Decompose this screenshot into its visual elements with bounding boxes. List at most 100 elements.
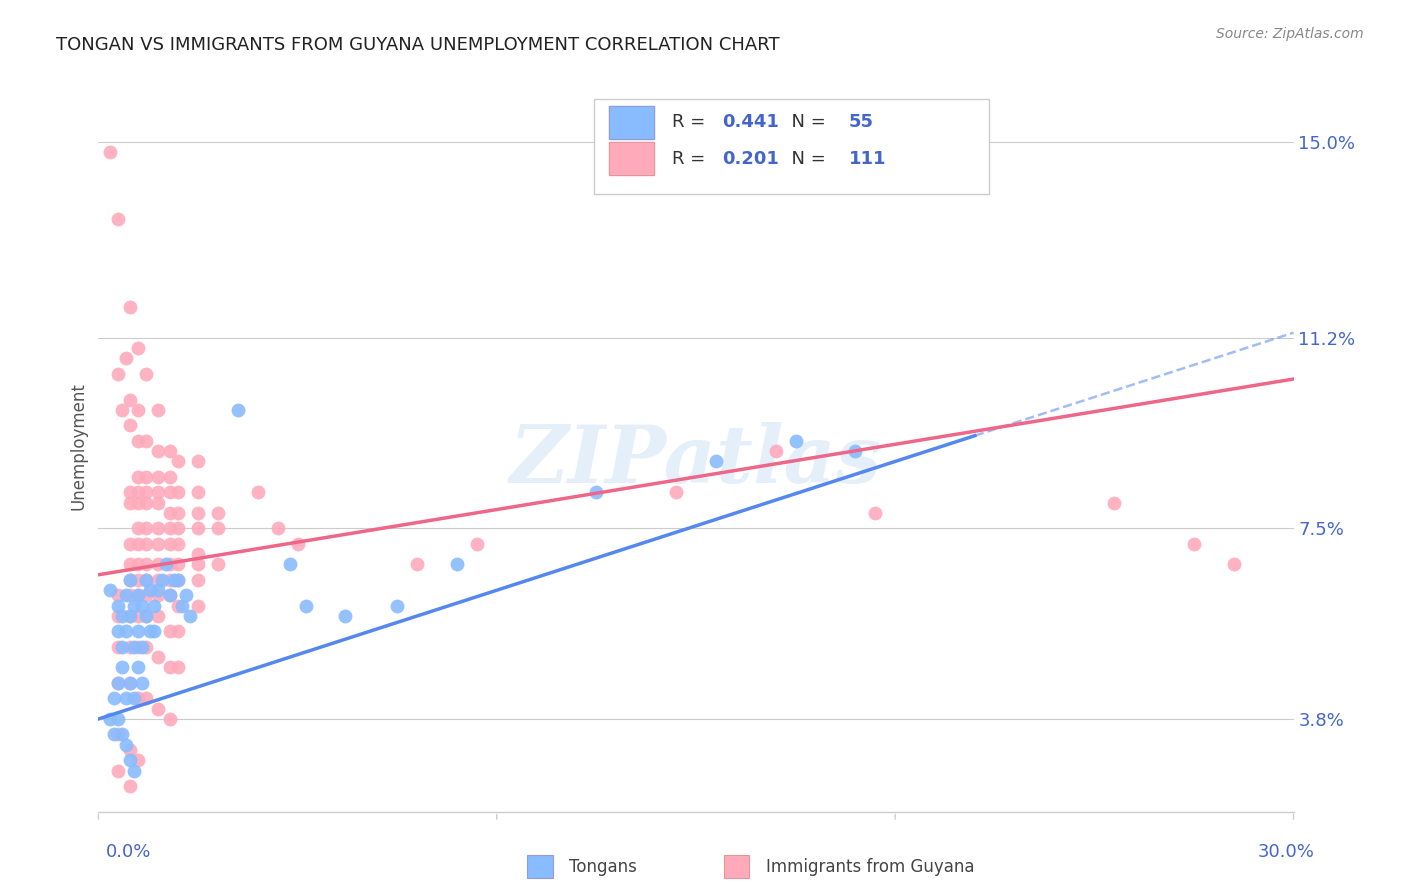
Point [107,588,129,602]
Point [150,573,173,587]
Point [131,640,153,654]
Point [167,537,190,551]
Point [115,691,138,706]
Text: ZIPatlas: ZIPatlas [510,422,882,500]
Point [120,640,142,654]
Point [148,470,170,484]
Point [179,609,201,624]
Point [120,418,142,433]
Point [148,558,170,572]
Point [103,691,125,706]
Point [167,573,190,587]
Point [120,537,142,551]
Point [159,624,181,639]
Point [111,727,134,741]
Point [127,434,149,448]
Point [187,547,209,561]
Point [174,588,197,602]
Point [135,691,157,706]
Point [167,454,190,468]
Point [120,496,142,510]
Point [135,640,157,654]
Point [107,676,129,690]
Point [159,660,181,674]
Text: 30.0%: 30.0% [1258,843,1315,861]
Point [120,609,142,624]
Point [148,588,170,602]
Point [115,588,138,602]
Point [120,588,142,602]
Point [127,470,149,484]
Point [135,573,157,587]
Point [98,583,122,598]
Point [406,558,429,572]
Point [172,599,194,613]
Point [207,521,229,535]
Point [704,454,727,468]
Text: Tongans: Tongans [569,858,637,876]
Point [120,676,142,690]
Point [159,444,181,458]
Point [139,583,162,598]
Point [267,521,290,535]
Point [148,537,170,551]
Point [111,640,134,654]
Point [124,599,146,613]
Point [159,573,181,587]
Point [167,558,190,572]
Point [159,588,181,602]
Point [107,212,129,227]
Point [159,470,181,484]
Text: Immigrants from Guyana: Immigrants from Guyana [766,858,974,876]
Y-axis label: Unemployment: Unemployment [69,382,87,510]
Point [187,506,209,520]
Point [278,558,301,572]
Point [159,521,181,535]
Text: R =: R = [672,113,711,131]
Point [107,712,129,726]
Text: 111: 111 [849,150,886,168]
Point [127,609,149,624]
Point [111,609,134,624]
Point [120,676,142,690]
Text: N =: N = [780,113,831,131]
Point [127,537,149,551]
Point [187,485,209,500]
Bar [609,143,654,176]
Text: TONGAN VS IMMIGRANTS FROM GUYANA UNEMPLOYMENT CORRELATION CHART: TONGAN VS IMMIGRANTS FROM GUYANA UNEMPLO… [56,36,780,54]
Point [131,599,153,613]
Point [167,573,190,587]
Point [107,727,129,741]
Point [135,521,157,535]
Point [335,609,357,624]
Point [127,640,149,654]
Point [287,537,309,551]
Point [115,738,138,752]
Point [187,521,209,535]
Point [159,588,181,602]
Point [135,558,157,572]
Point [131,676,153,690]
Point [111,403,134,417]
Point [785,434,807,448]
Point [148,573,170,587]
Point [148,609,170,624]
Point [159,485,181,500]
Point [148,702,170,716]
Point [167,660,190,674]
Point [148,583,170,598]
Point [187,558,209,572]
Point [1223,558,1246,572]
Text: Source: ZipAtlas.com: Source: ZipAtlas.com [1216,27,1364,41]
Point [120,485,142,500]
Bar [609,106,654,139]
Point [115,624,138,639]
Point [115,351,138,366]
Point [120,300,142,314]
Point [135,434,157,448]
Point [207,506,229,520]
Point [107,609,129,624]
Point [127,496,149,510]
Point [844,444,866,458]
Point [167,506,190,520]
